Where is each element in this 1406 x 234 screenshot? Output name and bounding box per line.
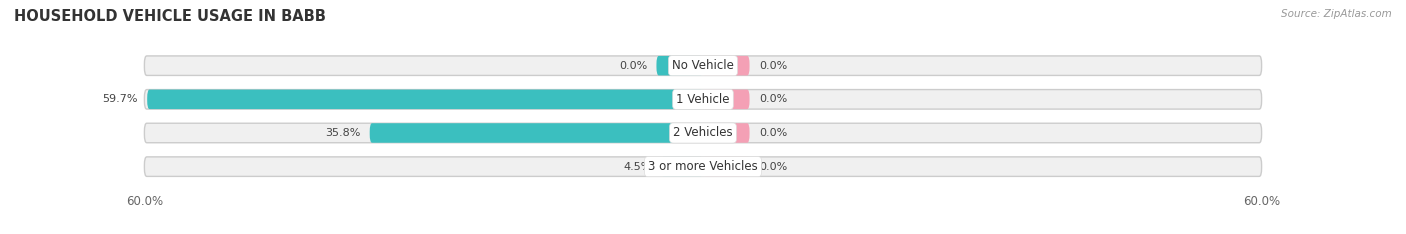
Text: 0.0%: 0.0% (759, 162, 787, 172)
Text: 35.8%: 35.8% (325, 128, 360, 138)
Text: Source: ZipAtlas.com: Source: ZipAtlas.com (1281, 9, 1392, 19)
FancyBboxPatch shape (145, 123, 1261, 143)
Text: 0.0%: 0.0% (619, 61, 647, 71)
Text: No Vehicle: No Vehicle (672, 59, 734, 72)
Text: 0.0%: 0.0% (759, 61, 787, 71)
FancyBboxPatch shape (370, 123, 703, 143)
FancyBboxPatch shape (148, 90, 703, 109)
FancyBboxPatch shape (661, 157, 703, 176)
FancyBboxPatch shape (703, 56, 749, 75)
FancyBboxPatch shape (145, 157, 1261, 176)
FancyBboxPatch shape (657, 56, 703, 75)
FancyBboxPatch shape (703, 123, 749, 143)
FancyBboxPatch shape (703, 90, 749, 109)
Text: 4.5%: 4.5% (623, 162, 652, 172)
Text: 0.0%: 0.0% (759, 94, 787, 104)
Text: 0.0%: 0.0% (759, 128, 787, 138)
FancyBboxPatch shape (145, 90, 1261, 109)
Text: 59.7%: 59.7% (103, 94, 138, 104)
FancyBboxPatch shape (703, 157, 749, 176)
Text: 3 or more Vehicles: 3 or more Vehicles (648, 160, 758, 173)
Text: 2 Vehicles: 2 Vehicles (673, 127, 733, 139)
Text: HOUSEHOLD VEHICLE USAGE IN BABB: HOUSEHOLD VEHICLE USAGE IN BABB (14, 9, 326, 24)
FancyBboxPatch shape (145, 56, 1261, 75)
Text: 1 Vehicle: 1 Vehicle (676, 93, 730, 106)
